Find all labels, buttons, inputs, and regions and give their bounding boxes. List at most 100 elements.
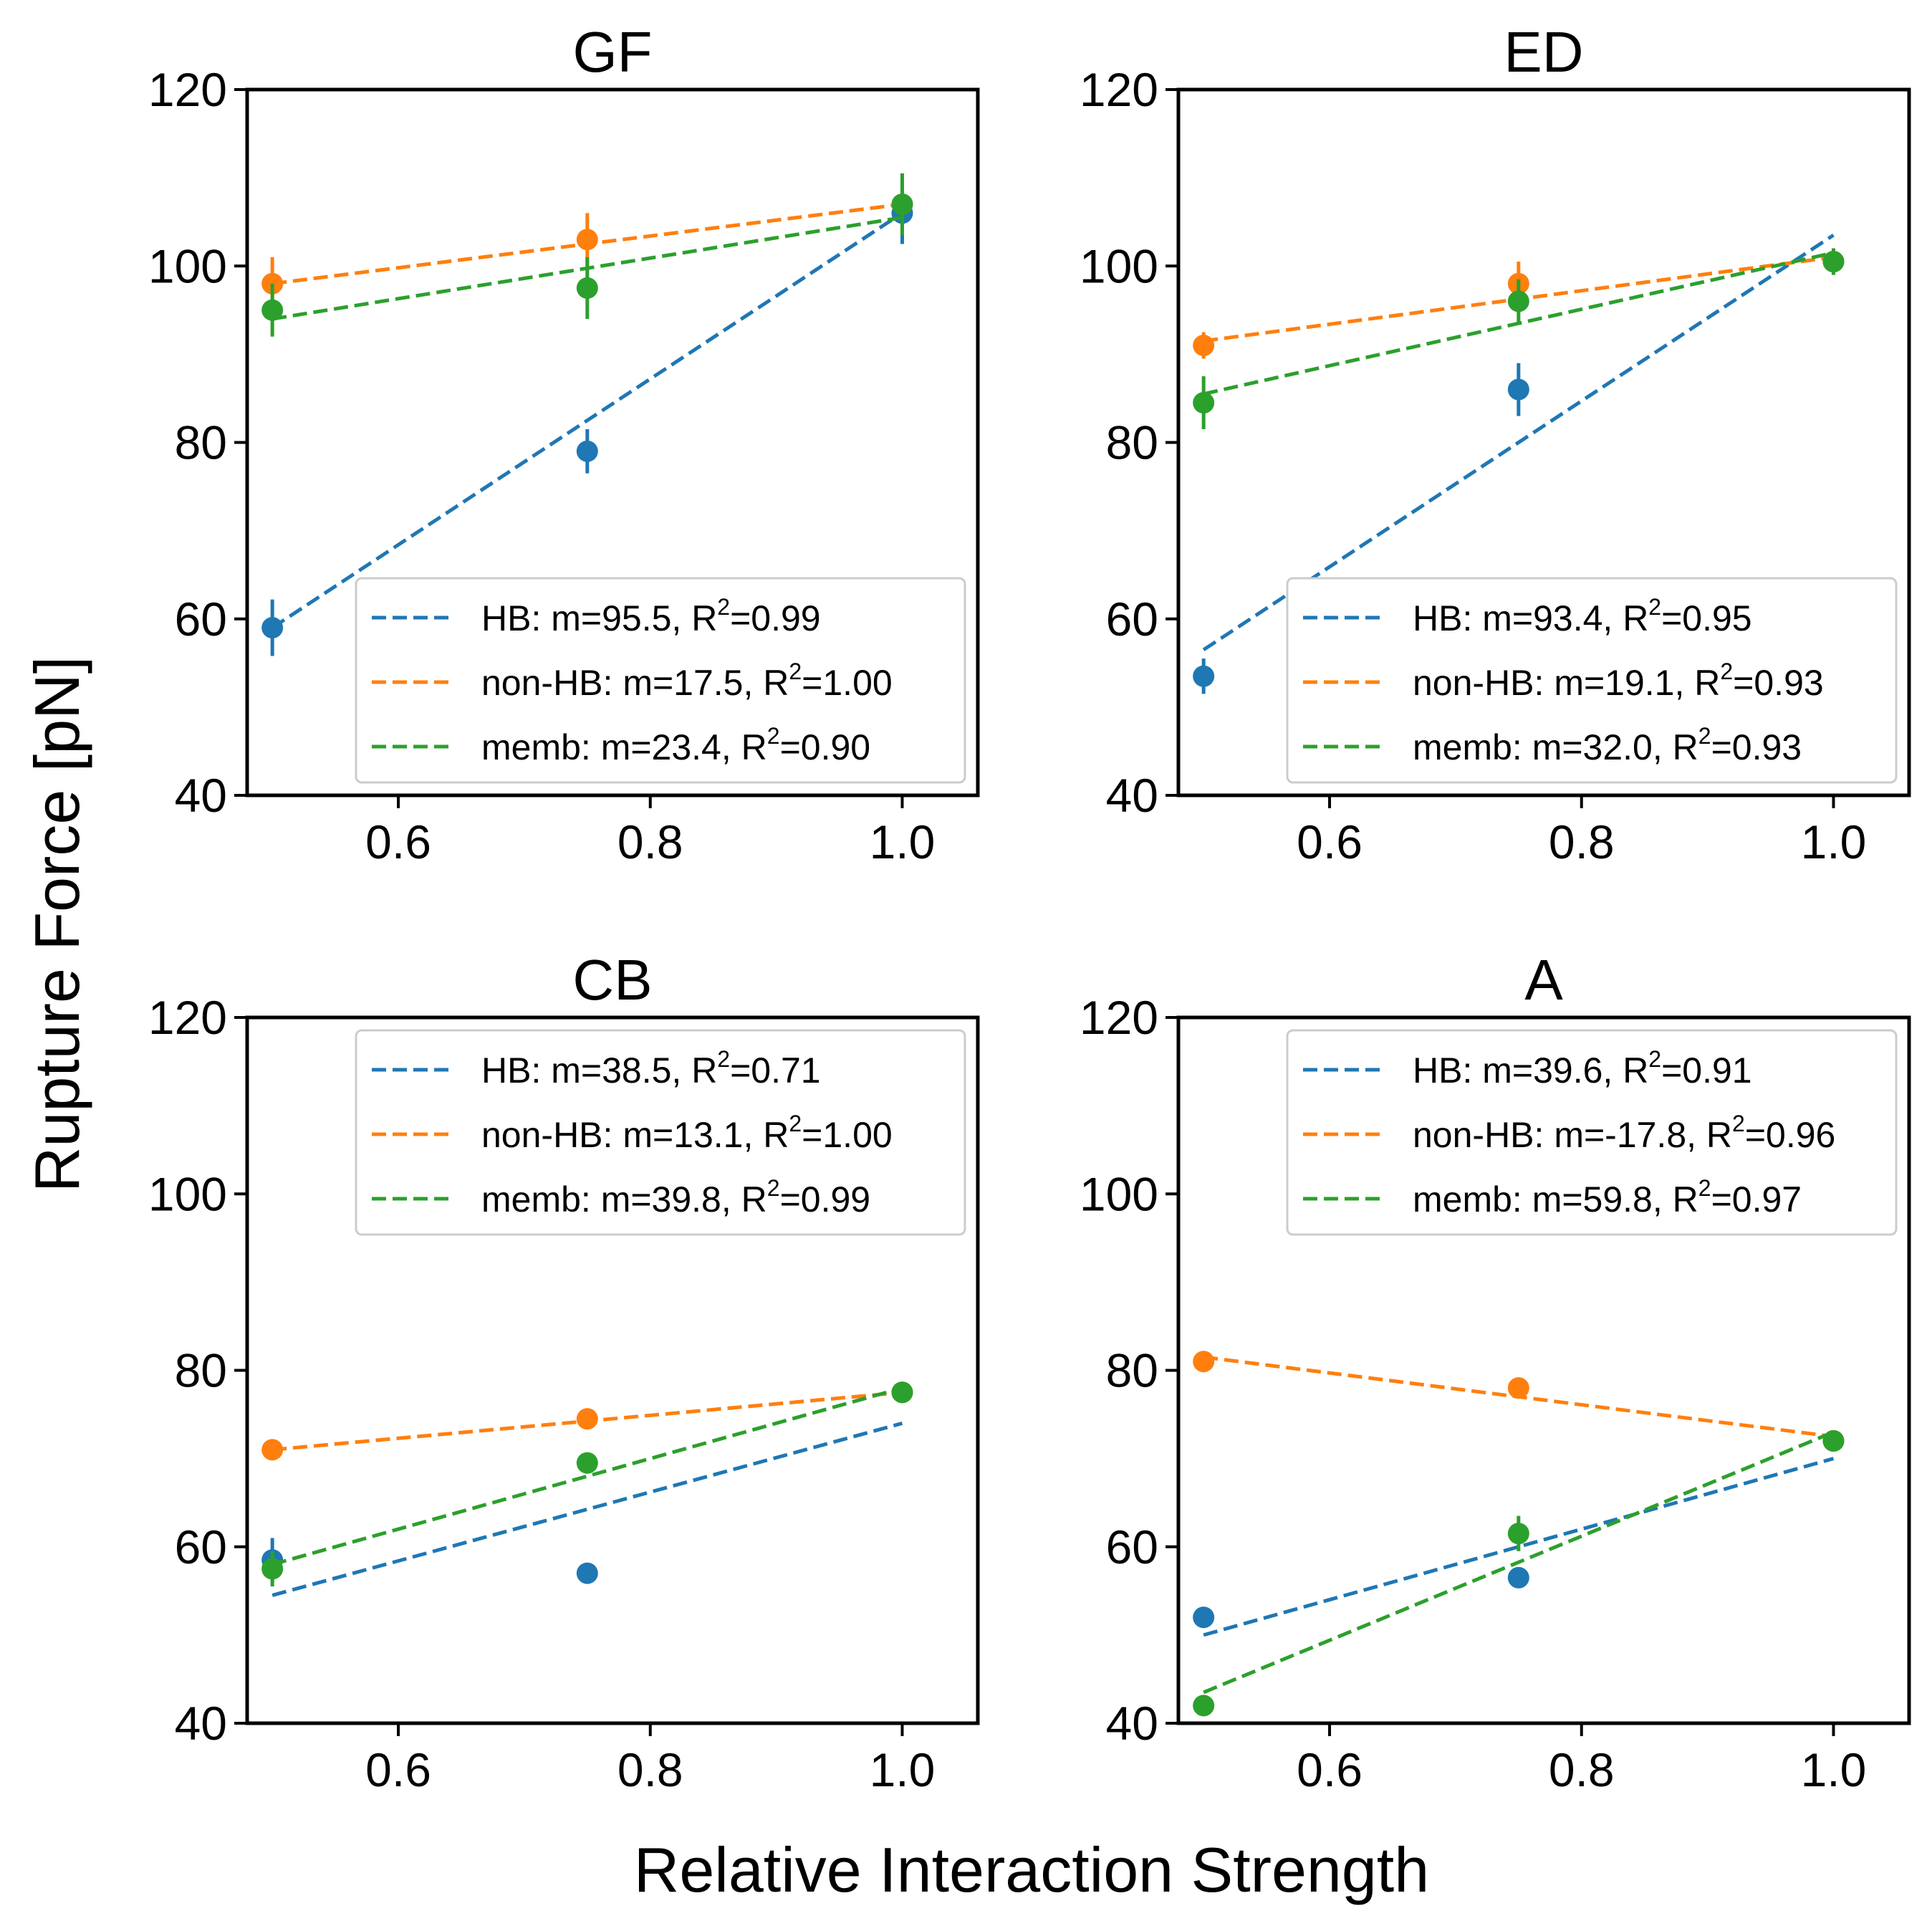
data-point (1507, 1377, 1529, 1399)
y-tick-label: 60 (1106, 1520, 1158, 1573)
legend-entry-non-hb: non-HB: m=-17.8, R2=0.96 (1303, 1111, 1835, 1155)
panels-container: GF 40 60 80 100 120 0.6 0.8 1.0 HB: m=95.5, R2=0.… (148, 20, 1911, 1796)
y-tick-label: 60 (175, 593, 227, 646)
legend-r2: =1.00 (802, 663, 893, 703)
data-point (1193, 665, 1215, 687)
data-point (1193, 392, 1215, 414)
data-point (891, 1381, 913, 1404)
legend-label: memb: m=23.4, R2=0.90 (481, 723, 870, 767)
legend-label: HB: m=93.4, R2=0.95 (1413, 594, 1752, 638)
legend-superscript: 2 (1732, 1111, 1745, 1136)
legend-r2: =0.95 (1661, 598, 1752, 638)
x-tick-label: 0.8 (1549, 1743, 1615, 1796)
legend-superscript: 2 (1698, 723, 1711, 749)
panel-title: GF (572, 20, 652, 84)
data-point (261, 1558, 284, 1580)
legend-label: memb: m=39.8, R2=0.99 (481, 1175, 870, 1220)
y-tick-label: 100 (1080, 239, 1158, 292)
legend-label: memb: m=59.8, R2=0.97 (1413, 1175, 1802, 1220)
data-point (1507, 1566, 1529, 1589)
legend-label: HB: m=95.5, R2=0.99 (481, 594, 821, 638)
legend-entry-memb: memb: m=39.8, R2=0.99 (372, 1175, 870, 1220)
y-tick-label: 100 (1080, 1167, 1158, 1220)
legend-entry-hb: HB: m=95.5, R2=0.99 (372, 594, 821, 638)
series-non-hb (1193, 1351, 1845, 1452)
legend-entry-hb: HB: m=93.4, R2=0.95 (1303, 594, 1752, 638)
legend-r2: =1.00 (802, 1115, 893, 1155)
x-tick-label: 0.6 (365, 1743, 431, 1796)
y-tick-label: 60 (175, 1520, 227, 1573)
data-point (1822, 1430, 1845, 1452)
data-point (576, 440, 598, 462)
panel-title: CB (572, 948, 652, 1012)
plot-frame (245, 87, 980, 797)
data-point (1193, 1606, 1215, 1629)
legend-r2: =0.96 (1745, 1115, 1836, 1155)
y-tick-label: 120 (148, 991, 227, 1044)
panel-title: ED (1504, 20, 1583, 84)
data-point (1507, 1523, 1529, 1545)
fit-line (271, 1386, 903, 1566)
data-point (1193, 1351, 1215, 1373)
legend-name: non-HB: m=17.5, R (481, 663, 789, 703)
y-tick-label: 80 (1106, 1344, 1158, 1397)
legend-frame (355, 1029, 966, 1236)
legend-name: memb: m=23.4, R (481, 727, 767, 767)
legend-superscript: 2 (767, 1175, 780, 1201)
y-tick-label: 40 (175, 1697, 227, 1750)
y-tick-label: 40 (175, 769, 227, 822)
y-tick-label: 100 (148, 1167, 227, 1220)
y-tick-label: 40 (1106, 769, 1158, 822)
data-point (1193, 335, 1215, 357)
legend-label: non-HB: m=17.5, R2=1.00 (481, 658, 893, 703)
data-point (576, 229, 598, 251)
y-tick-label: 40 (1106, 1697, 1158, 1750)
legend-entry-non-hb: non-HB: m=19.1, R2=0.93 (1303, 658, 1824, 703)
data-point (1193, 1695, 1215, 1717)
data-point (1822, 251, 1845, 273)
legend-superscript: 2 (1698, 1175, 1711, 1201)
legend-label: non-HB: m=-17.8, R2=0.96 (1413, 1111, 1835, 1155)
legend-label: HB: m=39.6, R2=0.91 (1413, 1046, 1752, 1091)
legend-r2: =0.90 (780, 727, 871, 767)
legend-entry-hb: HB: m=39.6, R2=0.91 (1303, 1046, 1752, 1091)
legend-name: non-HB: m=13.1, R (481, 1115, 789, 1155)
legend-entry-memb: memb: m=32.0, R2=0.93 (1303, 723, 1802, 767)
legend-r2: =0.97 (1711, 1179, 1802, 1220)
legend-superscript: 2 (789, 1111, 802, 1136)
legend-r2: =0.93 (1711, 727, 1802, 767)
x-tick-label: 1.0 (1801, 815, 1867, 868)
x-tick-label: 0.6 (1297, 815, 1363, 868)
x-axis-title: Relative Interaction Strength (634, 1834, 1429, 1905)
legend-label: memb: m=32.0, R2=0.93 (1413, 723, 1802, 767)
y-tick-label: 120 (148, 63, 227, 116)
legend-entry-memb: memb: m=23.4, R2=0.90 (372, 723, 870, 767)
data-point (261, 1439, 284, 1461)
data-point (576, 277, 598, 300)
legend-label: non-HB: m=19.1, R2=0.93 (1413, 658, 1824, 703)
legend-frame (355, 577, 966, 784)
legend-r2: =0.93 (1733, 663, 1824, 703)
data-point (261, 617, 284, 639)
legend-r2: =0.99 (780, 1179, 871, 1220)
legend-name: memb: m=39.8, R (481, 1179, 767, 1220)
y-axis-title: Rupture Force [pN] (21, 656, 92, 1192)
legend-superscript: 2 (717, 1046, 730, 1072)
legend-name: HB: m=38.5, R (481, 1050, 717, 1091)
legend-entry-hb: HB: m=38.5, R2=0.71 (372, 1046, 821, 1091)
legend-r2: =0.71 (730, 1050, 821, 1091)
series-memb (1193, 1430, 1845, 1717)
plot-frame (245, 1015, 980, 1725)
legend-name: memb: m=59.8, R (1413, 1179, 1698, 1220)
legend-superscript: 2 (1648, 594, 1661, 620)
legend-label: HB: m=38.5, R2=0.71 (481, 1046, 821, 1091)
y-tick-label: 120 (1080, 63, 1158, 116)
legend-superscript: 2 (717, 594, 730, 620)
legend-name: memb: m=32.0, R (1413, 727, 1698, 767)
x-tick-label: 1.0 (870, 815, 936, 868)
x-tick-label: 0.6 (365, 815, 431, 868)
data-point (576, 1562, 598, 1584)
